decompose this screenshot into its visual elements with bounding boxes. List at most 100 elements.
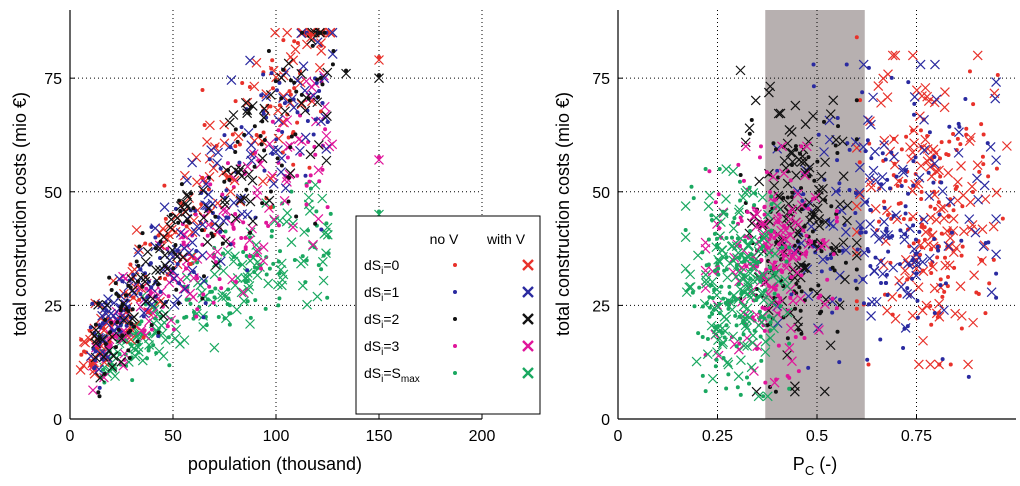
point-with-v xyxy=(973,194,984,205)
point-no-v xyxy=(269,228,274,233)
point-no-v xyxy=(789,163,794,168)
point-no-v xyxy=(308,173,313,178)
point-no-v xyxy=(97,394,102,399)
point-no-v xyxy=(213,286,218,291)
point-no-v xyxy=(835,158,840,163)
point-with-v xyxy=(851,250,862,261)
point-with-v xyxy=(295,77,306,88)
point-no-v xyxy=(768,320,773,325)
point-with-v xyxy=(813,190,824,201)
point-no-v xyxy=(729,235,734,240)
point-no-v xyxy=(899,184,904,189)
point-with-v xyxy=(220,313,231,324)
point-no-v xyxy=(819,269,824,274)
point-with-v xyxy=(180,283,191,294)
point-with-v xyxy=(931,166,942,177)
point-no-v xyxy=(994,271,999,276)
point-no-v xyxy=(928,304,933,309)
point-with-v xyxy=(770,269,781,280)
point-no-v xyxy=(906,191,911,196)
point-with-v xyxy=(242,108,253,119)
point-with-v xyxy=(701,278,712,289)
point-no-v xyxy=(129,321,134,326)
point-no-v xyxy=(292,80,297,85)
point-with-v xyxy=(313,165,324,176)
point-no-v xyxy=(298,152,303,157)
point-with-v xyxy=(242,268,253,278)
point-with-v xyxy=(988,221,999,232)
point-no-v xyxy=(709,213,714,218)
point-no-v xyxy=(149,323,154,328)
point-no-v xyxy=(142,328,147,333)
point-with-v xyxy=(879,139,890,150)
point-no-v xyxy=(735,267,740,272)
point-no-v xyxy=(116,327,121,332)
point-with-v xyxy=(888,262,899,273)
point-with-v xyxy=(722,272,733,283)
point-with-v xyxy=(890,50,901,61)
point-no-v xyxy=(835,115,840,120)
point-with-v xyxy=(868,165,879,176)
point-with-v xyxy=(760,347,771,358)
point-with-v xyxy=(313,139,324,150)
point-with-v xyxy=(972,160,983,171)
point-no-v xyxy=(123,293,128,298)
point-with-v xyxy=(915,59,926,70)
point-no-v xyxy=(747,381,752,386)
legend-marker-with-v xyxy=(522,340,534,352)
point-no-v xyxy=(710,296,715,301)
point-with-v xyxy=(978,241,989,252)
point-with-v xyxy=(224,117,235,128)
point-no-v xyxy=(979,257,984,262)
point-no-v xyxy=(278,249,283,254)
point-with-v xyxy=(312,291,323,302)
point-with-v xyxy=(943,241,954,251)
point-no-v xyxy=(276,303,281,308)
point-no-v xyxy=(919,189,924,194)
point-with-v xyxy=(94,364,104,375)
point-with-v xyxy=(754,176,765,187)
point-no-v xyxy=(237,142,242,147)
point-with-v xyxy=(917,257,928,267)
point-no-v xyxy=(317,179,322,184)
point-no-v xyxy=(707,169,712,174)
point-no-v xyxy=(316,263,321,268)
point-no-v xyxy=(853,278,858,283)
point-no-v xyxy=(156,233,161,238)
point-no-v xyxy=(903,179,908,184)
point-with-v xyxy=(218,205,229,215)
point-no-v xyxy=(745,209,750,214)
point-no-v xyxy=(311,132,316,137)
point-no-v xyxy=(707,314,712,319)
point-no-v xyxy=(966,374,971,379)
point-with-v xyxy=(782,307,793,318)
point-with-v xyxy=(870,175,881,185)
point-no-v xyxy=(957,124,962,129)
point-with-v xyxy=(208,163,219,174)
point-no-v xyxy=(829,204,834,209)
point-no-v xyxy=(863,230,868,235)
point-with-v xyxy=(252,244,263,255)
point-with-v xyxy=(205,120,215,131)
point-no-v xyxy=(794,291,799,296)
point-with-v xyxy=(785,147,796,158)
point-no-v xyxy=(328,211,333,216)
point-with-v xyxy=(239,193,250,204)
point-with-v xyxy=(272,279,283,290)
point-no-v xyxy=(294,214,299,219)
point-with-v xyxy=(325,27,336,38)
point-with-v xyxy=(928,144,939,155)
point-with-v xyxy=(967,181,977,192)
legend-header-with-v: with V xyxy=(486,231,526,247)
point-no-v xyxy=(269,234,274,239)
point-with-v xyxy=(940,87,950,98)
point-no-v xyxy=(951,132,956,137)
point-with-v xyxy=(991,155,1002,166)
point-with-v xyxy=(165,222,176,233)
point-no-v xyxy=(280,130,285,135)
point-with-v xyxy=(780,234,791,245)
point-with-v xyxy=(787,264,798,275)
point-no-v xyxy=(776,220,781,225)
point-with-v xyxy=(721,193,731,204)
point-no-v xyxy=(942,289,947,294)
